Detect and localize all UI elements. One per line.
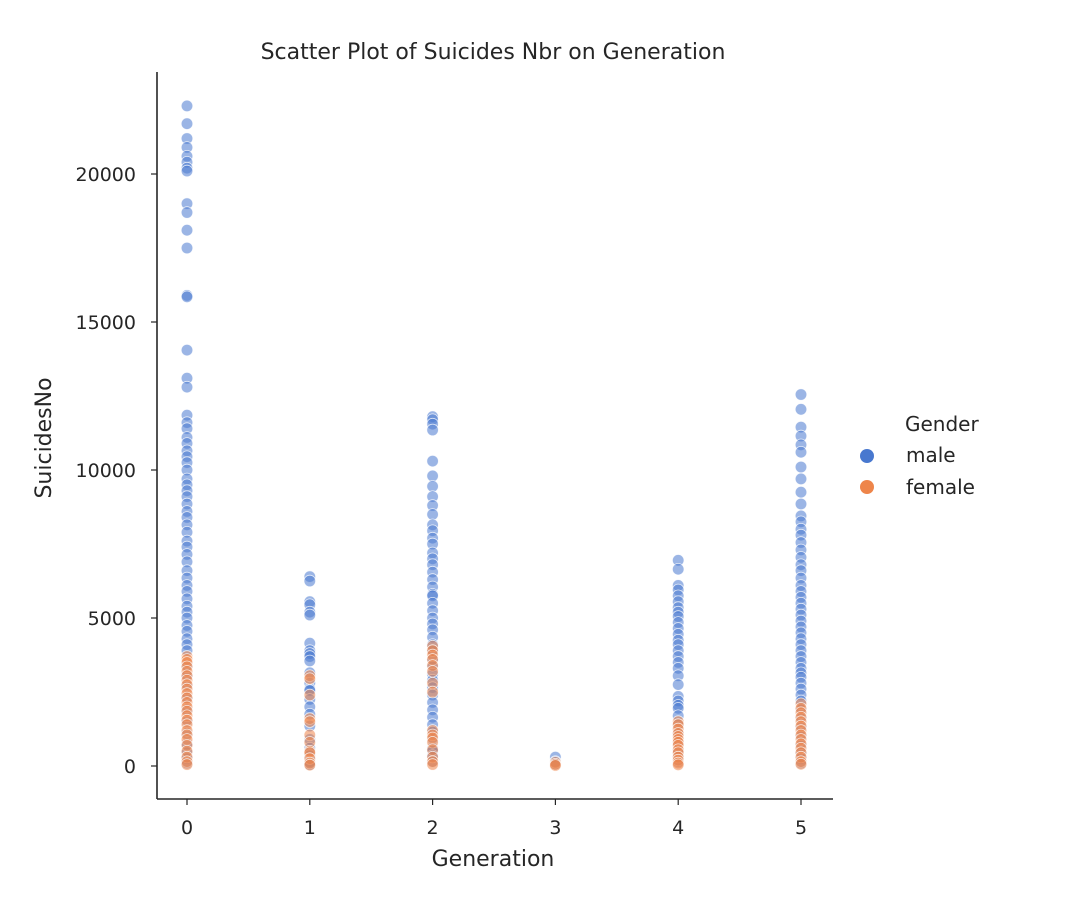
data-point-female (180, 758, 194, 771)
x-tick-label: 3 (549, 817, 561, 839)
data-point-female (426, 665, 439, 678)
data-point-male (794, 460, 808, 474)
data-point-male (794, 472, 808, 486)
data-point-male (180, 241, 194, 255)
legend-marker-female (860, 480, 874, 494)
data-point-female (303, 688, 317, 702)
data-point-male (180, 290, 194, 304)
data-point-male (180, 99, 194, 113)
legend: Gender male female (860, 412, 979, 499)
data-point-female (672, 758, 685, 772)
x-tick-label: 0 (181, 817, 193, 839)
data-point-male (794, 403, 808, 416)
chart-title: Scatter Plot of Suicides Nbr on Generati… (261, 40, 726, 65)
data-point-female (303, 758, 317, 772)
data-point-male (303, 654, 317, 668)
data-point-male (180, 164, 194, 178)
data-point-female (303, 672, 317, 685)
y-tick-label: 0 (124, 756, 136, 778)
legend-marker-male (860, 449, 874, 463)
data-point-male (794, 446, 808, 459)
data-point-male (672, 678, 685, 691)
x-tick-label: 5 (795, 817, 807, 839)
data-point-male (426, 469, 439, 483)
x-tick-label: 2 (427, 817, 439, 839)
y-tick-label: 15000 (76, 312, 136, 334)
data-point-male (180, 343, 194, 357)
points-layer (180, 99, 808, 772)
x-axis-ticks: 0 1 2 3 4 5 (181, 799, 807, 839)
data-point-male (303, 574, 317, 588)
y-tick-label: 5000 (88, 608, 136, 630)
data-point-male (794, 388, 808, 401)
data-point-male (303, 608, 317, 622)
x-tick-label: 4 (672, 817, 684, 839)
data-point-female (794, 758, 808, 771)
data-point-female (303, 715, 317, 728)
data-point-male (426, 454, 439, 468)
data-point-male (426, 480, 439, 493)
data-point-male (180, 223, 194, 237)
data-point-male (672, 563, 685, 576)
data-point-female (426, 685, 439, 699)
y-tick-label: 10000 (76, 460, 136, 482)
y-axis-ticks: 0 5000 10000 15000 20000 (76, 164, 157, 778)
data-point-female (549, 759, 562, 772)
y-axis-label: SuicidesNo (32, 377, 57, 498)
data-point-male (426, 508, 439, 521)
legend-label-male: male (906, 443, 956, 467)
y-tick-label: 20000 (76, 164, 136, 186)
data-point-male (180, 380, 194, 394)
data-point-male (794, 486, 808, 499)
data-point-male (180, 117, 194, 130)
x-tick-label: 1 (304, 817, 316, 839)
data-point-male (794, 497, 808, 511)
legend-title: Gender (905, 412, 979, 436)
data-point-male (180, 206, 194, 219)
data-point-male (426, 423, 439, 437)
data-point-female (426, 758, 439, 771)
legend-label-female: female (906, 475, 975, 499)
x-axis-label: Generation (432, 847, 555, 872)
